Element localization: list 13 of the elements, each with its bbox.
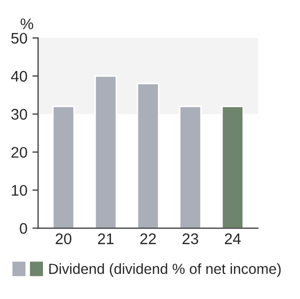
y-tick-label: 20 [11, 146, 28, 158]
y-tick-label: 50 [11, 32, 28, 44]
y-axis-title: % [20, 18, 34, 30]
legend-label: Dividend (dividend % of net income) [49, 263, 281, 277]
x-tick-label: 24 [224, 233, 241, 244]
y-tick-label: 0 [20, 223, 28, 234]
y-tick-label: 40 [11, 70, 28, 82]
x-tick-label: 20 [56, 233, 72, 244]
y-tick-label: 10 [12, 184, 28, 196]
x-tick-label: 21 [98, 233, 114, 244]
x-tick-label: 23 [182, 233, 198, 244]
x-tick-label: 22 [140, 233, 156, 244]
y-tick-label: 30 [11, 108, 28, 120]
